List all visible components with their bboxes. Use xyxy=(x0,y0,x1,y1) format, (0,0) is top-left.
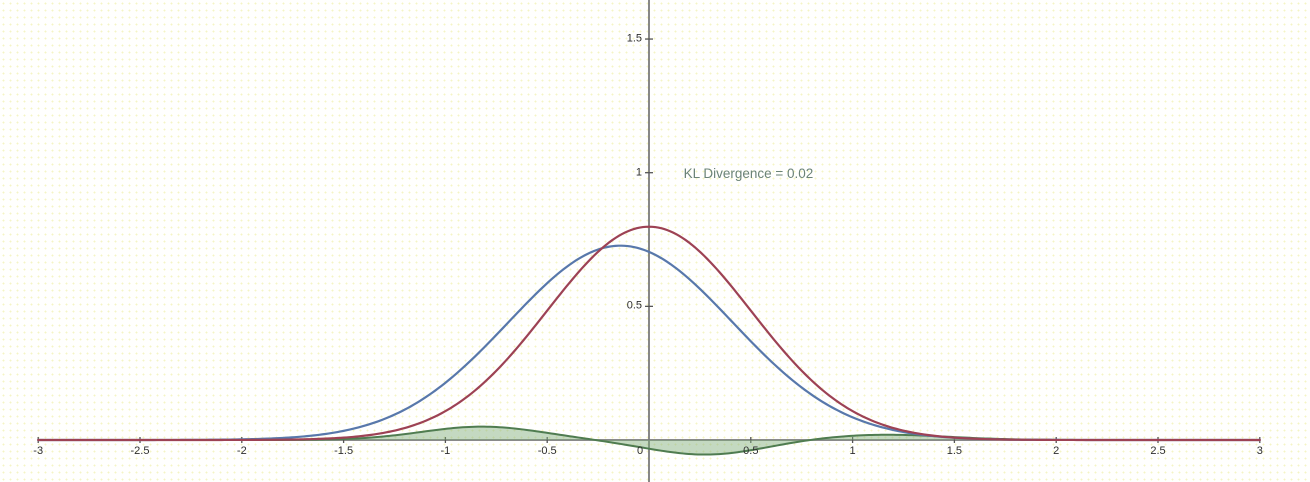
x-tick-label--0.5: -0.5 xyxy=(537,445,557,457)
axes xyxy=(37,0,1261,482)
x-tick-label--2: -2 xyxy=(236,445,247,457)
x-tick-label--1.5: -1.5 xyxy=(334,445,354,457)
p-distribution-curve[interactable] xyxy=(37,225,1261,442)
y-tick-label-1.5: 1.5 xyxy=(626,32,642,45)
kl-integrand-fill xyxy=(38,426,1260,455)
x-tick-label-1.5: 1.5 xyxy=(946,445,963,457)
x-tick-label-0.5: 0.5 xyxy=(743,445,759,457)
x-tick-label--2.5: -2.5 xyxy=(130,445,150,457)
y-tick-label-1: 1 xyxy=(635,166,642,179)
kl-divergence-annotation: KL Divergence = 0.02 xyxy=(683,165,814,181)
x-tick-label-0: 0 xyxy=(636,445,644,457)
x-tick-label-3: 3 xyxy=(1256,445,1263,457)
x-tick-label-2.5: 2.5 xyxy=(1150,445,1166,457)
x-tick-label-1: 1 xyxy=(849,445,856,457)
y-tick-label-0.5: 0.5 xyxy=(626,299,642,312)
x-tick-label--1: -1 xyxy=(440,445,451,457)
series-curves xyxy=(37,225,1261,456)
x-tick-label--3: -3 xyxy=(33,445,44,457)
x-tick-label-2: 2 xyxy=(1053,445,1060,457)
